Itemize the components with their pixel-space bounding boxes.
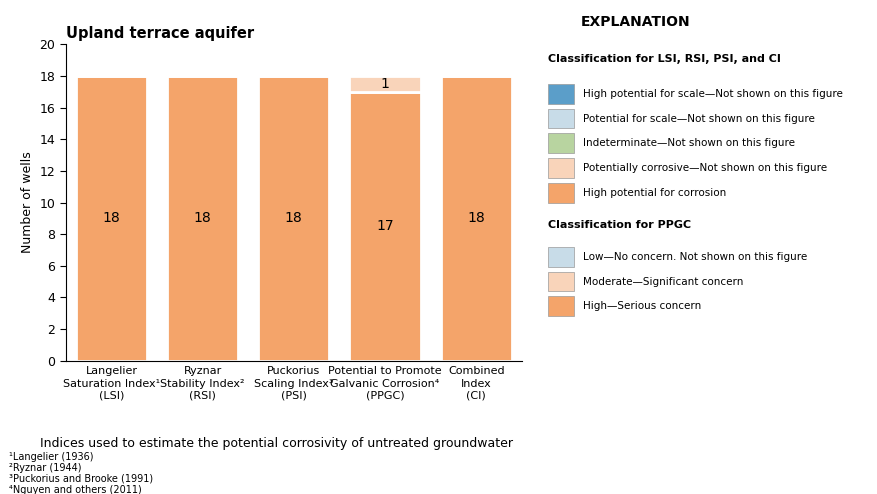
Text: ³Puckorius and Brooke (1991): ³Puckorius and Brooke (1991) [9,474,153,484]
Bar [349,92,421,361]
Text: EXPLANATION: EXPLANATION [581,15,691,29]
Text: Upland terrace aquifer: Upland terrace aquifer [66,26,254,41]
Bar [440,76,512,361]
Text: ¹Langelier (1936): ¹Langelier (1936) [9,452,93,462]
Y-axis label: Number of wells: Number of wells [21,152,34,253]
Text: Indices used to estimate the potential corrosivity of untreated groundwater: Indices used to estimate the potential c… [39,437,513,450]
Text: ⁴Nguyen and others (2011): ⁴Nguyen and others (2011) [9,485,141,494]
Text: High—Serious concern: High—Serious concern [583,301,702,311]
Text: 17: 17 [376,219,394,233]
Bar [167,76,239,361]
Text: ²Ryznar (1944): ²Ryznar (1944) [9,463,82,473]
Text: High potential for scale—Not shown on this figure: High potential for scale—Not shown on th… [583,89,843,99]
Text: Classification for PPGC: Classification for PPGC [548,220,691,230]
Text: 18: 18 [103,211,120,225]
Text: Potentially corrosive—Not shown on this figure: Potentially corrosive—Not shown on this … [583,163,827,173]
Text: High potential for corrosion: High potential for corrosion [583,188,726,198]
Bar [258,76,330,361]
Text: Low—No concern. Not shown on this figure: Low—No concern. Not shown on this figure [583,252,808,262]
Text: 18: 18 [194,211,211,225]
Text: 18: 18 [467,211,485,225]
Text: Indeterminate—Not shown on this figure: Indeterminate—Not shown on this figure [583,138,795,148]
Bar [75,76,147,361]
Bar [349,76,421,92]
Text: Classification for LSI, RSI, PSI, and CI: Classification for LSI, RSI, PSI, and CI [548,54,781,64]
Text: 18: 18 [285,211,303,225]
Text: 1: 1 [381,77,389,91]
Text: Moderate—Significant concern: Moderate—Significant concern [583,277,744,287]
Text: Potential for scale—Not shown on this figure: Potential for scale—Not shown on this fi… [583,114,815,124]
